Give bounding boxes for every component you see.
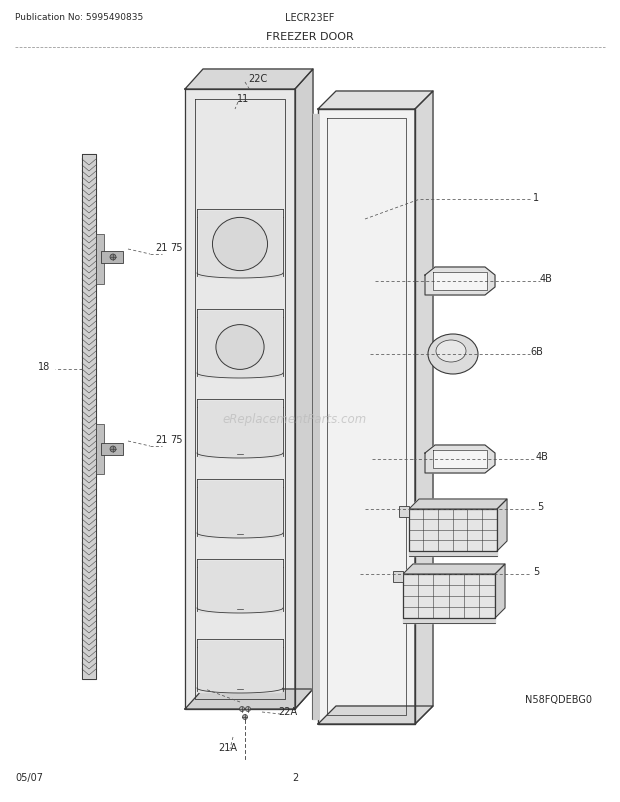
Text: 75: 75 — [170, 243, 182, 253]
Circle shape — [242, 715, 247, 719]
Polygon shape — [185, 70, 313, 90]
Polygon shape — [82, 155, 96, 679]
Polygon shape — [409, 509, 497, 551]
Polygon shape — [425, 268, 495, 296]
Text: 05/07: 05/07 — [15, 772, 43, 782]
Text: 5: 5 — [537, 501, 543, 512]
Text: eReplacementParts.com: eReplacementParts.com — [223, 413, 367, 426]
Text: 2: 2 — [292, 772, 298, 782]
Ellipse shape — [216, 325, 264, 370]
Polygon shape — [185, 689, 313, 709]
Polygon shape — [425, 445, 495, 473]
Polygon shape — [393, 571, 403, 582]
Polygon shape — [101, 444, 123, 456]
Polygon shape — [415, 92, 433, 724]
Polygon shape — [295, 70, 313, 709]
Ellipse shape — [213, 218, 267, 271]
Polygon shape — [403, 618, 495, 623]
Polygon shape — [497, 500, 507, 551]
Polygon shape — [433, 451, 487, 468]
Polygon shape — [199, 312, 281, 378]
Text: 21A: 21A — [218, 742, 237, 752]
Polygon shape — [318, 706, 433, 724]
Polygon shape — [199, 481, 281, 537]
Text: 22A: 22A — [278, 706, 297, 716]
Text: 4B: 4B — [540, 273, 553, 284]
Polygon shape — [409, 551, 497, 557]
Text: FREEZER DOOR: FREEZER DOOR — [266, 32, 354, 42]
Text: 4B: 4B — [536, 452, 549, 461]
Text: 21: 21 — [155, 435, 167, 444]
Text: 22C: 22C — [248, 74, 267, 84]
Circle shape — [239, 707, 244, 711]
Polygon shape — [318, 110, 415, 724]
Polygon shape — [312, 115, 318, 719]
Polygon shape — [403, 574, 495, 618]
Text: 21: 21 — [155, 243, 167, 253]
Text: LECR23EF: LECR23EF — [285, 13, 335, 23]
Polygon shape — [409, 500, 507, 509]
Text: 6B: 6B — [530, 346, 543, 357]
Circle shape — [110, 255, 116, 261]
Polygon shape — [185, 90, 295, 709]
Text: 18: 18 — [38, 362, 50, 371]
Polygon shape — [199, 561, 281, 612]
Text: Publication No: 5995490835: Publication No: 5995490835 — [15, 14, 143, 22]
Polygon shape — [101, 252, 123, 264]
Ellipse shape — [436, 341, 466, 363]
Polygon shape — [199, 642, 281, 692]
Circle shape — [246, 707, 250, 711]
Polygon shape — [96, 235, 104, 285]
Text: 13A: 13A — [198, 683, 217, 692]
Text: 1: 1 — [533, 192, 539, 203]
Circle shape — [110, 447, 116, 452]
Polygon shape — [199, 212, 281, 277]
Polygon shape — [199, 402, 281, 457]
Text: 11: 11 — [237, 94, 249, 104]
Text: 75: 75 — [170, 435, 182, 444]
Text: 5: 5 — [533, 566, 539, 577]
Text: N58FQDEBG0: N58FQDEBG0 — [525, 695, 592, 704]
Polygon shape — [399, 506, 409, 517]
Ellipse shape — [428, 334, 478, 375]
Polygon shape — [403, 565, 505, 574]
Polygon shape — [318, 92, 433, 110]
Polygon shape — [495, 565, 505, 618]
Polygon shape — [96, 424, 104, 475]
Polygon shape — [433, 273, 487, 290]
